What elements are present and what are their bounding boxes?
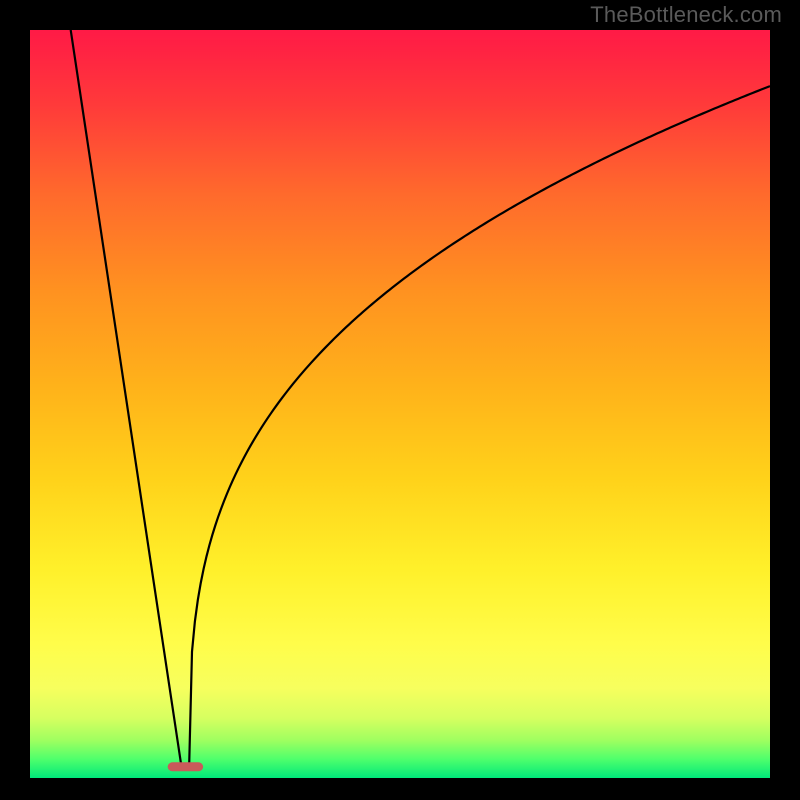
bottleneck-marker xyxy=(168,762,204,771)
bottleneck-chart xyxy=(0,0,800,800)
chart-container: TheBottleneck.com xyxy=(0,0,800,800)
gradient-plot-area xyxy=(30,30,770,778)
